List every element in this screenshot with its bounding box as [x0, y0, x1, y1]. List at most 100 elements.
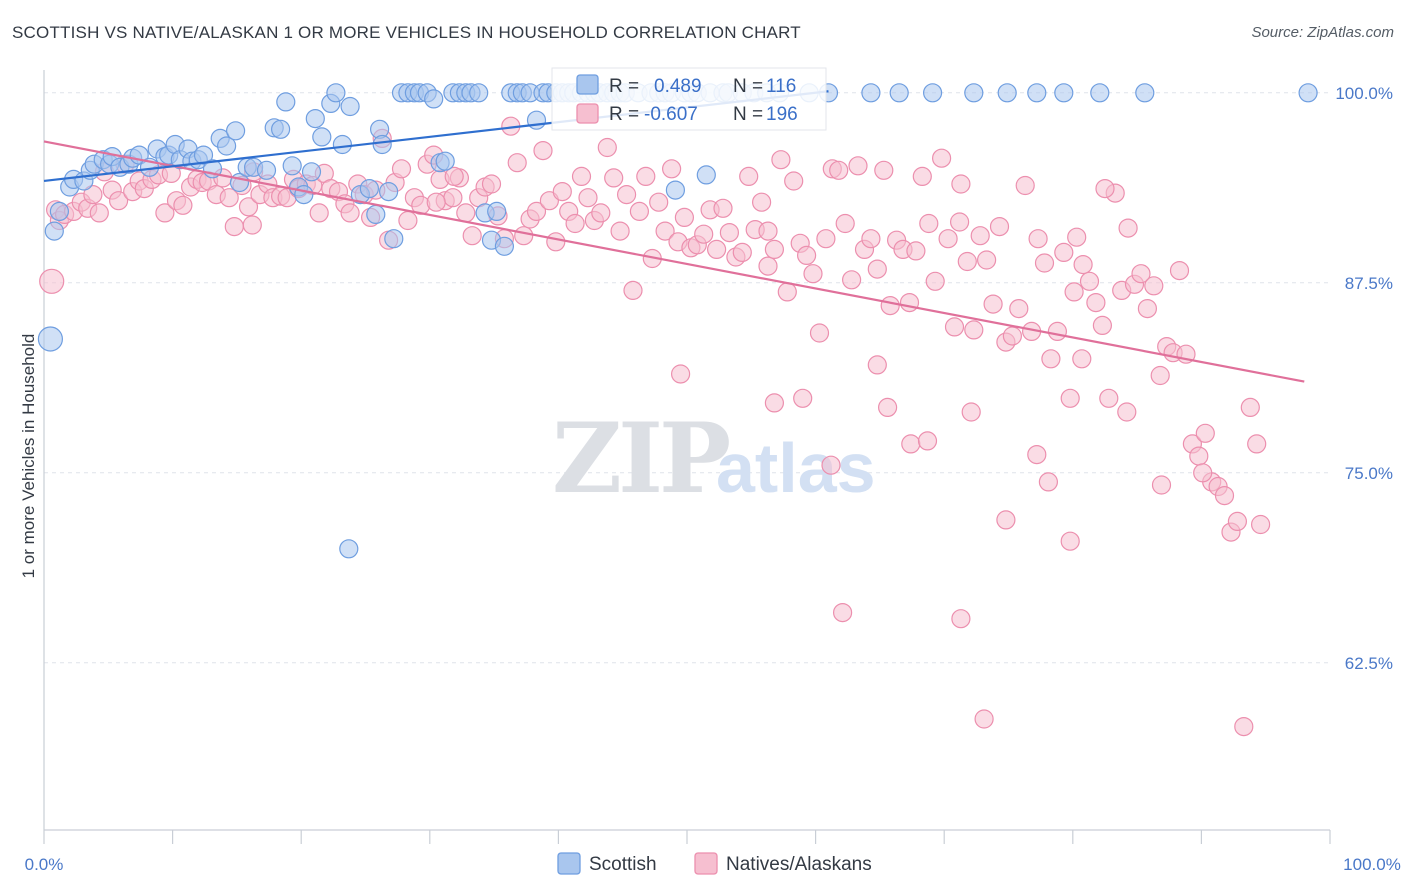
x-ticks — [43, 830, 1331, 844]
native-point — [848, 156, 868, 176]
native-point — [1099, 388, 1119, 408]
y-tick-label: 75.0% — [1345, 464, 1393, 483]
native-point — [1073, 255, 1093, 275]
native-point — [1086, 293, 1106, 313]
native-point — [1060, 388, 1080, 408]
scottish-point — [366, 204, 386, 224]
native-point — [706, 239, 727, 259]
native-point — [1028, 229, 1048, 249]
legend-native-r-value: -0.607 — [644, 104, 698, 125]
scottish-point — [379, 182, 399, 202]
y-tick-label: 62.5% — [1345, 654, 1393, 673]
scottish-point — [665, 180, 686, 200]
scottish-point — [339, 539, 359, 559]
native-point — [829, 160, 849, 180]
scottish-point — [332, 134, 352, 155]
native-point — [462, 226, 482, 246]
scottish-point — [282, 156, 302, 176]
y-tick-label: 100.0% — [1335, 84, 1393, 103]
native-point — [793, 388, 813, 408]
scottish-point — [494, 236, 514, 256]
x-tick-label-max: 100.0% — [1343, 855, 1401, 874]
native-point — [1189, 446, 1209, 466]
native-point — [901, 434, 921, 454]
scottish-point — [424, 89, 444, 109]
native-point — [758, 256, 778, 276]
native-point — [1131, 264, 1151, 284]
native-point — [1064, 282, 1084, 302]
native-point — [764, 393, 785, 413]
native-point — [949, 212, 970, 232]
native-point — [1038, 472, 1059, 492]
native-point — [974, 709, 994, 729]
native-point — [917, 431, 938, 451]
native-point — [39, 268, 65, 294]
native-point — [796, 245, 817, 265]
native-point — [925, 271, 945, 291]
native-point — [758, 221, 778, 241]
native-point — [309, 203, 329, 223]
scottish-point — [256, 160, 277, 180]
native-point — [649, 192, 669, 212]
native-point — [1240, 397, 1260, 417]
native-point — [1234, 716, 1254, 737]
native-point — [1009, 299, 1029, 319]
bottom-legend-scottish-label: Scottish — [589, 854, 657, 875]
native-point — [906, 241, 926, 261]
scottish-point — [359, 179, 379, 199]
native-point — [777, 282, 797, 302]
scottish-point — [312, 127, 332, 147]
native-point — [694, 224, 714, 244]
native-point — [507, 153, 527, 173]
source-label: Source: ZipAtlas.com — [1251, 24, 1394, 41]
native-point — [674, 207, 695, 227]
native-point — [1195, 423, 1215, 443]
scottish-point — [469, 83, 489, 103]
watermark-atlas: atlas — [716, 429, 876, 507]
native-point — [961, 402, 981, 422]
native-point — [835, 213, 855, 234]
native-point — [533, 141, 553, 161]
scottish-point — [276, 92, 296, 112]
native-point — [841, 270, 862, 290]
native-point — [764, 239, 785, 259]
native-point — [1060, 531, 1080, 551]
scottish-point — [1090, 83, 1110, 103]
legend-native-r-label: R = — [609, 104, 639, 125]
native-point — [1227, 511, 1248, 532]
native-point — [899, 293, 920, 313]
native-point — [526, 201, 547, 221]
native-point — [1034, 253, 1055, 273]
native-point — [874, 160, 894, 180]
scottish-point — [964, 83, 984, 103]
scottish-point — [997, 83, 1017, 103]
native-trend-line — [43, 140, 1305, 383]
native-point — [1151, 475, 1172, 495]
native-point — [912, 166, 932, 186]
native-point — [571, 166, 592, 186]
native-point — [1247, 434, 1267, 454]
native-point — [877, 397, 898, 417]
native-point — [514, 226, 534, 246]
scottish-point — [37, 326, 64, 352]
native-point — [1092, 315, 1113, 335]
scottish-point — [301, 162, 322, 182]
native-point — [1118, 218, 1138, 238]
native-point — [661, 159, 682, 179]
scottish-point — [1027, 83, 1047, 103]
native-point — [1144, 276, 1164, 296]
native-point — [578, 188, 598, 208]
scottish-point — [44, 221, 64, 241]
scottish-point — [305, 108, 325, 129]
native-point — [1193, 463, 1213, 483]
native-point — [340, 203, 360, 223]
native-point — [861, 229, 881, 249]
native-point — [919, 213, 939, 234]
scottish-point — [294, 185, 314, 205]
native-point — [443, 188, 463, 208]
y-axis-label: 1 or more Vehicles in Household — [19, 334, 38, 579]
native-point — [1054, 242, 1074, 262]
scottish-point — [1298, 83, 1318, 103]
native-point — [1214, 486, 1235, 506]
native-point — [155, 203, 175, 223]
